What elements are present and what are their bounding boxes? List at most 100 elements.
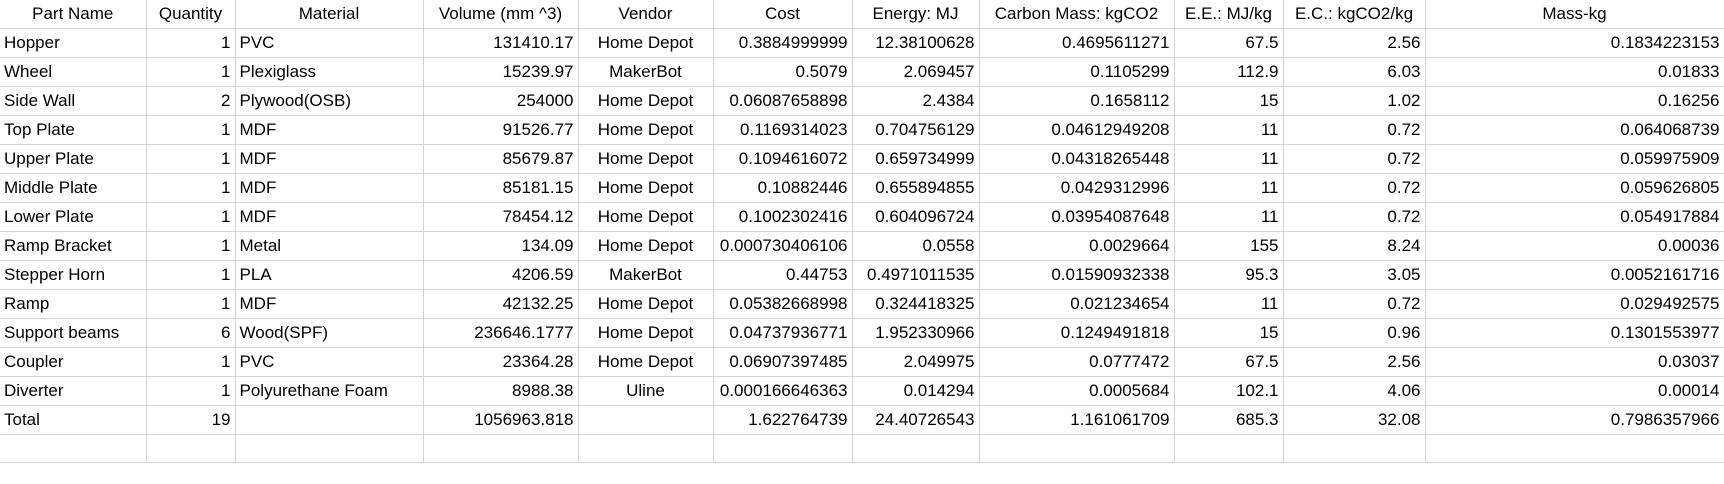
ee-cell[interactable]: 11 xyxy=(1174,173,1284,203)
energy-cell[interactable]: 0.4971011535 xyxy=(852,260,980,290)
empty-cell[interactable] xyxy=(1283,434,1426,463)
header-cell[interactable]: Cost xyxy=(713,0,853,29)
cost-cell[interactable]: 0.06907397485 xyxy=(713,347,853,377)
carbon-mass-cell[interactable]: 0.1105299 xyxy=(979,57,1175,87)
ee-cell[interactable]: 67.5 xyxy=(1174,28,1284,58)
vendor-cell[interactable]: MakerBot xyxy=(578,260,714,290)
quantity-cell[interactable]: 1 xyxy=(146,57,236,87)
volume-cell[interactable]: 15239.97 xyxy=(423,57,579,87)
header-cell[interactable]: Part Name xyxy=(0,0,147,29)
vendor-cell[interactable]: Home Depot xyxy=(578,173,714,203)
quantity-cell[interactable]: 1 xyxy=(146,144,236,174)
vendor-cell[interactable]: Home Depot xyxy=(578,202,714,232)
mass-cell[interactable]: 0.0052161716 xyxy=(1425,260,1724,290)
carbon-mass-cell[interactable]: 0.0029664 xyxy=(979,231,1175,261)
ee-cell[interactable]: 11 xyxy=(1174,115,1284,145)
energy-cell[interactable]: 0.704756129 xyxy=(852,115,980,145)
quantity-cell[interactable]: 1 xyxy=(146,115,236,145)
material-cell[interactable]: Polyurethane Foam xyxy=(235,376,424,406)
mass-cell[interactable]: 0.16256 xyxy=(1425,86,1724,116)
material-cell[interactable]: MDF xyxy=(235,144,424,174)
volume-cell[interactable]: 85679.87 xyxy=(423,144,579,174)
empty-cell[interactable] xyxy=(979,434,1175,463)
mass-cell[interactable]: 0.01833 xyxy=(1425,57,1724,87)
header-cell[interactable]: Carbon Mass: kgCO2 xyxy=(979,0,1175,29)
empty-cell[interactable] xyxy=(852,434,980,463)
volume-cell[interactable]: 1056963.818 xyxy=(423,405,579,435)
carbon-mass-cell[interactable]: 0.0429312996 xyxy=(979,173,1175,203)
energy-cell[interactable]: 12.38100628 xyxy=(852,28,980,58)
empty-cell[interactable] xyxy=(146,434,236,463)
empty-cell[interactable] xyxy=(578,434,714,463)
material-cell[interactable]: PVC xyxy=(235,347,424,377)
volume-cell[interactable]: 8988.38 xyxy=(423,376,579,406)
part-name-cell[interactable]: Total xyxy=(0,405,147,435)
mass-cell[interactable]: 0.029492575 xyxy=(1425,289,1724,319)
ee-cell[interactable]: 95.3 xyxy=(1174,260,1284,290)
part-name-cell[interactable]: Hopper xyxy=(0,28,147,58)
material-cell[interactable]: PVC xyxy=(235,28,424,58)
quantity-cell[interactable]: 19 xyxy=(146,405,236,435)
material-cell[interactable]: Plywood(OSB) xyxy=(235,86,424,116)
quantity-cell[interactable]: 1 xyxy=(146,202,236,232)
part-name-cell[interactable]: Upper Plate xyxy=(0,144,147,174)
material-cell[interactable]: Wood(SPF) xyxy=(235,318,424,348)
ee-cell[interactable]: 11 xyxy=(1174,144,1284,174)
header-cell[interactable]: Quantity xyxy=(146,0,236,29)
ee-cell[interactable]: 112.9 xyxy=(1174,57,1284,87)
empty-cell[interactable] xyxy=(235,434,424,463)
quantity-cell[interactable]: 1 xyxy=(146,347,236,377)
mass-cell[interactable]: 0.054917884 xyxy=(1425,202,1724,232)
part-name-cell[interactable]: Diverter xyxy=(0,376,147,406)
vendor-cell[interactable] xyxy=(578,405,714,435)
ec-cell[interactable]: 4.06 xyxy=(1283,376,1426,406)
volume-cell[interactable]: 78454.12 xyxy=(423,202,579,232)
cost-cell[interactable]: 0.05382668998 xyxy=(713,289,853,319)
material-cell[interactable]: Metal xyxy=(235,231,424,261)
material-cell[interactable]: Plexiglass xyxy=(235,57,424,87)
energy-cell[interactable]: 2.4384 xyxy=(852,86,980,116)
volume-cell[interactable]: 23364.28 xyxy=(423,347,579,377)
energy-cell[interactable]: 24.40726543 xyxy=(852,405,980,435)
part-name-cell[interactable]: Top Plate xyxy=(0,115,147,145)
cost-cell[interactable]: 1.622764739 xyxy=(713,405,853,435)
ec-cell[interactable]: 6.03 xyxy=(1283,57,1426,87)
material-cell[interactable] xyxy=(235,405,424,435)
part-name-cell[interactable]: Ramp xyxy=(0,289,147,319)
mass-cell[interactable]: 0.00014 xyxy=(1425,376,1724,406)
material-cell[interactable]: MDF xyxy=(235,173,424,203)
volume-cell[interactable]: 4206.59 xyxy=(423,260,579,290)
vendor-cell[interactable]: Home Depot xyxy=(578,28,714,58)
cost-cell[interactable]: 0.000730406106 xyxy=(713,231,853,261)
quantity-cell[interactable]: 1 xyxy=(146,28,236,58)
carbon-mass-cell[interactable]: 0.01590932338 xyxy=(979,260,1175,290)
header-cell[interactable]: Volume (mm ^3) xyxy=(423,0,579,29)
header-cell[interactable]: E.C.: kgCO2/kg xyxy=(1283,0,1426,29)
part-name-cell[interactable]: Wheel xyxy=(0,57,147,87)
vendor-cell[interactable]: MakerBot xyxy=(578,57,714,87)
ec-cell[interactable]: 3.05 xyxy=(1283,260,1426,290)
vendor-cell[interactable]: Home Depot xyxy=(578,115,714,145)
carbon-mass-cell[interactable]: 0.04612949208 xyxy=(979,115,1175,145)
ec-cell[interactable]: 0.72 xyxy=(1283,289,1426,319)
carbon-mass-cell[interactable]: 0.021234654 xyxy=(979,289,1175,319)
mass-cell[interactable]: 0.7986357966 xyxy=(1425,405,1724,435)
part-name-cell[interactable]: Middle Plate xyxy=(0,173,147,203)
material-cell[interactable]: MDF xyxy=(235,289,424,319)
cost-cell[interactable]: 0.3884999999 xyxy=(713,28,853,58)
vendor-cell[interactable]: Uline xyxy=(578,376,714,406)
vendor-cell[interactable]: Home Depot xyxy=(578,289,714,319)
cost-cell[interactable]: 0.10882446 xyxy=(713,173,853,203)
part-name-cell[interactable]: Ramp Bracket xyxy=(0,231,147,261)
quantity-cell[interactable]: 1 xyxy=(146,289,236,319)
material-cell[interactable]: MDF xyxy=(235,202,424,232)
volume-cell[interactable]: 85181.15 xyxy=(423,173,579,203)
quantity-cell[interactable]: 1 xyxy=(146,173,236,203)
quantity-cell[interactable]: 1 xyxy=(146,376,236,406)
mass-cell[interactable]: 0.059975909 xyxy=(1425,144,1724,174)
ec-cell[interactable]: 0.72 xyxy=(1283,115,1426,145)
energy-cell[interactable]: 0.324418325 xyxy=(852,289,980,319)
mass-cell[interactable]: 0.1301553977 xyxy=(1425,318,1724,348)
ee-cell[interactable]: 685.3 xyxy=(1174,405,1284,435)
carbon-mass-cell[interactable]: 0.04318265448 xyxy=(979,144,1175,174)
